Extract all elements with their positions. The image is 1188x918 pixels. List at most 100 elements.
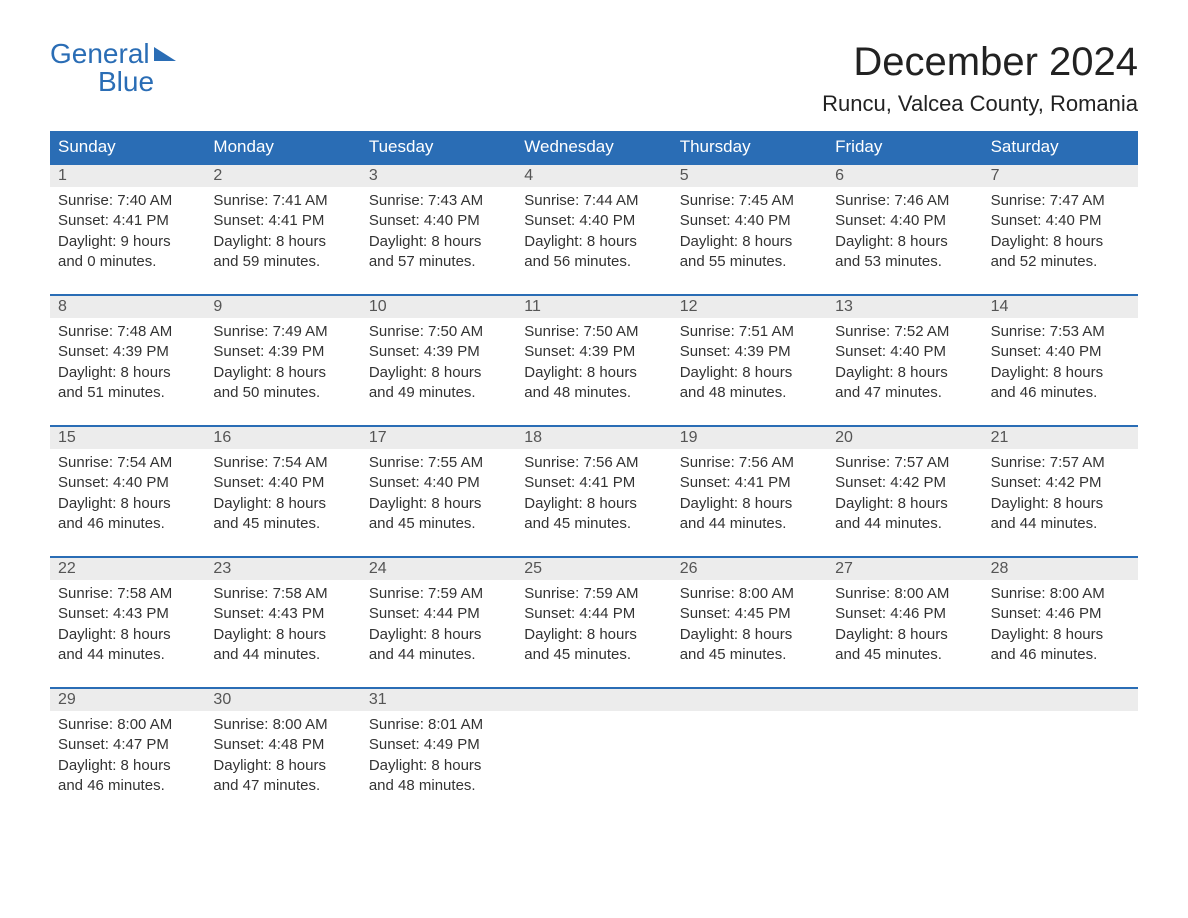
sunrise-value: 7:50 AM [428,323,483,340]
day-cell: Sunrise: 7:56 AMSunset: 4:41 PMDaylight:… [672,449,827,538]
sunset-label: Sunset: [680,474,731,491]
sunrise-line: Sunrise: 7:49 AM [213,322,352,342]
day-cell: Sunrise: 7:59 AMSunset: 4:44 PMDaylight:… [516,580,671,669]
day-number: 14 [983,296,1138,318]
sunrise-label: Sunrise: [835,585,890,602]
daylight-value1: 8 hours [431,233,481,250]
sunset-value: 4:40 PM [1046,343,1102,360]
daylight-label: Daylight: [524,364,582,381]
dow-cell: Thursday [672,131,827,163]
sunrise-value: 8:00 AM [273,716,328,733]
daylight-value1: 8 hours [121,364,171,381]
day-number: 9 [205,296,360,318]
daylight-label: Daylight: [835,233,893,250]
daylight-line2: and 44 minutes. [835,514,974,534]
sunrise-label: Sunrise: [680,192,735,209]
sunset-value: 4:46 PM [890,605,946,622]
daylight-label: Daylight: [213,364,271,381]
sunset-line: Sunset: 4:44 PM [369,604,508,624]
daylight-line1: Daylight: 8 hours [835,232,974,252]
daylight-label: Daylight: [835,495,893,512]
daylight-value1: 8 hours [276,364,326,381]
sunrise-label: Sunrise: [680,454,735,471]
sunset-value: 4:46 PM [1046,605,1102,622]
day-cell: Sunrise: 8:00 AMSunset: 4:46 PMDaylight:… [827,580,982,669]
sunrise-line: Sunrise: 7:54 AM [58,453,197,473]
sunrise-line: Sunrise: 7:45 AM [680,191,819,211]
daylight-label: Daylight: [680,364,738,381]
sunset-line: Sunset: 4:40 PM [991,211,1130,231]
daylight-value1: 8 hours [121,757,171,774]
sunset-value: 4:40 PM [424,474,480,491]
header: General Blue December 2024 Runcu, Valcea… [50,40,1138,117]
sunset-label: Sunset: [369,212,420,229]
day-number [983,689,1138,711]
daylight-line1: Daylight: 8 hours [524,625,663,645]
dow-cell: Sunday [50,131,205,163]
daylight-value1: 8 hours [1053,626,1103,643]
day-number: 31 [361,689,516,711]
sunset-line: Sunset: 4:40 PM [835,211,974,231]
daylight-line1: Daylight: 8 hours [369,625,508,645]
sunset-line: Sunset: 4:41 PM [213,211,352,231]
day-number: 7 [983,165,1138,187]
sunrise-value: 7:53 AM [1050,323,1105,340]
daylight-line1: Daylight: 8 hours [58,494,197,514]
daylight-line2: and 46 minutes. [58,514,197,534]
sunset-label: Sunset: [58,212,109,229]
daylight-label: Daylight: [369,626,427,643]
day-number: 10 [361,296,516,318]
sunset-label: Sunset: [524,474,575,491]
calendar: SundayMondayTuesdayWednesdayThursdayFrid… [50,131,1138,800]
daylight-line2: and 48 minutes. [369,776,508,796]
day-cell: Sunrise: 7:44 AMSunset: 4:40 PMDaylight:… [516,187,671,276]
daylight-value1: 8 hours [431,626,481,643]
sunset-value: 4:40 PM [268,474,324,491]
day-cell: Sunrise: 7:50 AMSunset: 4:39 PMDaylight:… [516,318,671,407]
sunrise-label: Sunrise: [835,323,890,340]
daylight-value1: 8 hours [587,495,637,512]
sunrise-line: Sunrise: 7:47 AM [991,191,1130,211]
daylight-value1: 8 hours [431,757,481,774]
daylight-line2: and 45 minutes. [213,514,352,534]
sunrise-value: 7:57 AM [894,454,949,471]
daynum-row: 1234567 [50,165,1138,187]
day-number: 6 [827,165,982,187]
sunrise-line: Sunrise: 7:58 AM [213,584,352,604]
day-number: 20 [827,427,982,449]
sunset-label: Sunset: [213,343,264,360]
sunset-value: 4:42 PM [1046,474,1102,491]
sunset-label: Sunset: [991,343,1042,360]
sunrise-line: Sunrise: 7:50 AM [524,322,663,342]
sunrise-value: 7:52 AM [894,323,949,340]
day-cell [672,711,827,800]
sunrise-label: Sunrise: [991,454,1046,471]
daylight-value1: 8 hours [742,364,792,381]
day-cell [983,711,1138,800]
daylight-line1: Daylight: 8 hours [369,363,508,383]
sunrise-label: Sunrise: [213,454,268,471]
sunset-value: 4:48 PM [268,736,324,753]
sunset-label: Sunset: [991,212,1042,229]
daylight-line2: and 45 minutes. [524,645,663,665]
daylight-line2: and 45 minutes. [680,645,819,665]
daylight-value1: 8 hours [1053,495,1103,512]
day-number: 24 [361,558,516,580]
sunset-label: Sunset: [369,605,420,622]
daylight-label: Daylight: [991,364,1049,381]
sunrise-label: Sunrise: [58,716,113,733]
sunset-value: 4:39 PM [579,343,635,360]
sunrise-line: Sunrise: 7:40 AM [58,191,197,211]
day-cell [516,711,671,800]
sunset-value: 4:41 PM [113,212,169,229]
daylight-line1: Daylight: 8 hours [680,625,819,645]
sunrise-value: 7:50 AM [583,323,638,340]
daylight-value1: 8 hours [276,626,326,643]
day-number [672,689,827,711]
daylight-line2: and 49 minutes. [369,383,508,403]
day-number: 17 [361,427,516,449]
sunrise-value: 7:54 AM [273,454,328,471]
sunrise-value: 7:41 AM [273,192,328,209]
sunrise-label: Sunrise: [524,454,579,471]
day-cell: Sunrise: 8:00 AMSunset: 4:45 PMDaylight:… [672,580,827,669]
